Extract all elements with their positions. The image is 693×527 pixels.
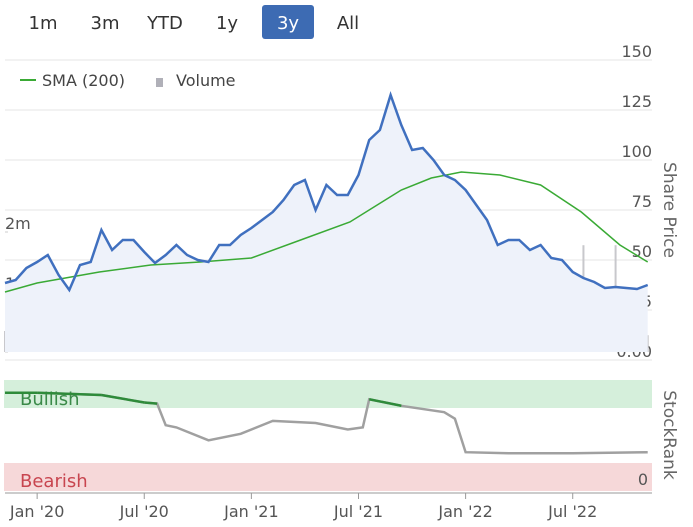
y2-tick-label: 2m [5,214,31,233]
y-tick-label: 100 [621,142,652,161]
x-tick-label: Jul '20 [119,502,169,521]
price-line [4,91,649,293]
y-tick-label: 50 [632,242,652,261]
y-tick-label: 150 [621,42,652,61]
stockrank-bullish-segment [101,393,145,404]
x-tick-label: Jul '22 [547,502,597,521]
range-button[interactable]: YTD [146,13,183,34]
range-button[interactable]: 3m [91,13,120,34]
y-tick-label: 125 [621,92,652,111]
y-tick-label: 75 [632,192,652,211]
bearish-band [4,463,652,491]
range-button[interactable]: 1y [216,13,238,34]
stockrank-bullish-segment [144,401,158,405]
stockrank-bullish-segment [368,398,402,407]
rank-tick-label: 0 [638,470,648,489]
y-axis-title: Share Price [659,162,679,258]
x-tick-label: Jan '21 [223,502,279,521]
stockrank-bullish-segment [37,391,102,397]
range-button[interactable]: 3y [277,13,299,34]
legend-volume[interactable]: Volume [176,71,236,90]
volume-bar [646,335,649,352]
sma-line [4,171,649,293]
range-button[interactable]: 1m [29,13,58,34]
stockrank-title: StockRank [659,390,679,480]
bullish-band [4,380,652,408]
range-button-bg [262,5,314,39]
legend-sma[interactable]: SMA (200) [42,71,125,90]
bearish-label: Bearish [20,471,88,492]
x-tick-label: Jan '22 [437,502,493,521]
legend-volume-swatch [156,78,163,87]
range-button[interactable]: All [337,13,359,34]
x-tick-label: Jul '21 [333,502,383,521]
price-area [5,95,648,352]
x-tick-label: Jan '20 [9,502,65,521]
